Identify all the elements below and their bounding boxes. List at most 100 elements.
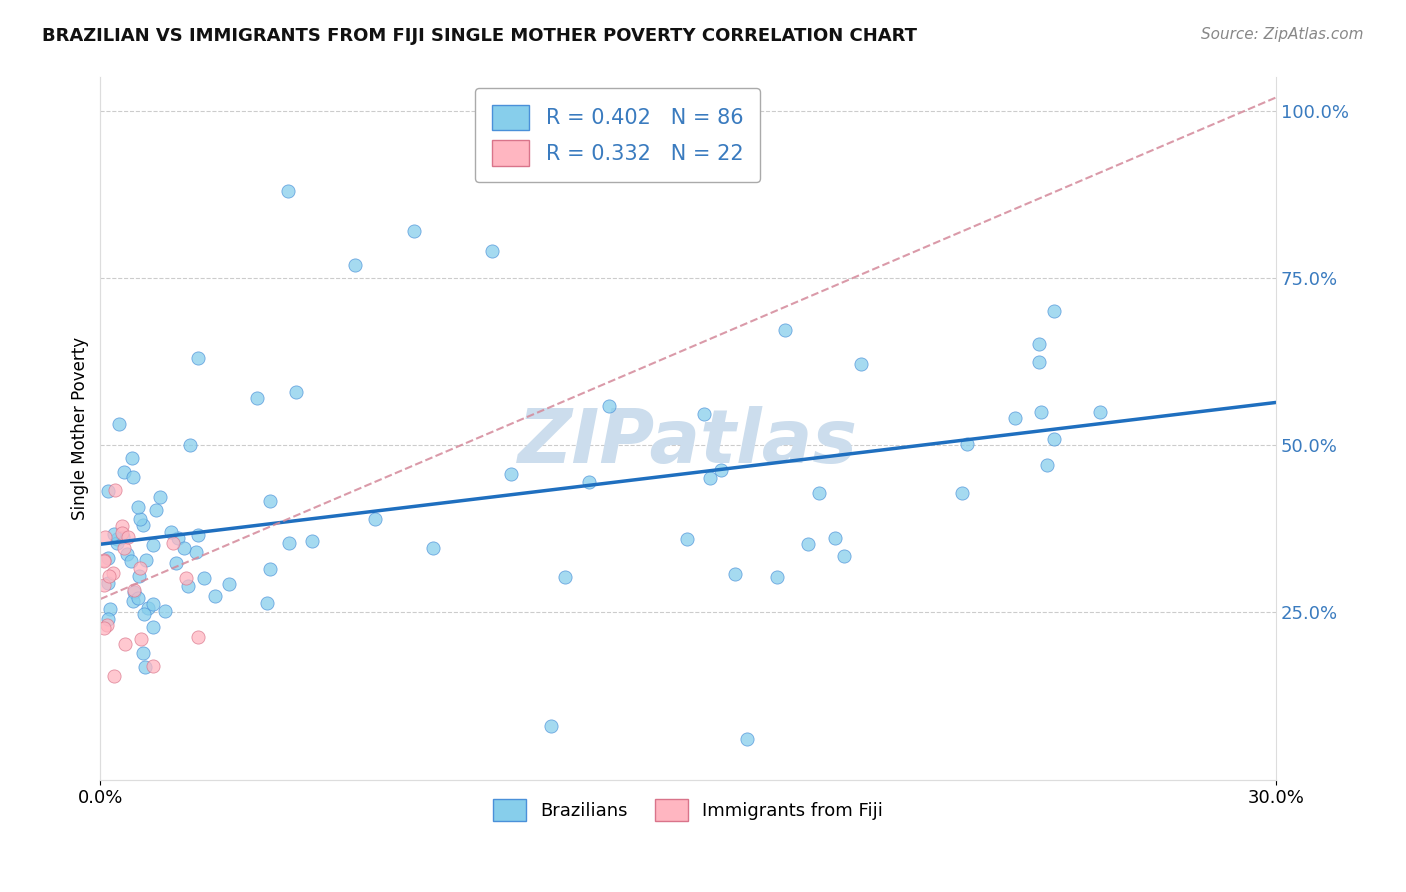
Point bbox=[121, 450, 143, 465]
Point bbox=[1004, 411, 1026, 425]
Point bbox=[578, 475, 600, 490]
Point bbox=[104, 483, 127, 497]
Point bbox=[950, 486, 973, 500]
Point bbox=[142, 537, 165, 551]
Point bbox=[117, 530, 139, 544]
Point bbox=[184, 544, 207, 558]
Point bbox=[735, 732, 758, 747]
Point bbox=[218, 577, 240, 591]
Point bbox=[277, 184, 299, 198]
Point bbox=[540, 719, 562, 733]
Point bbox=[301, 534, 323, 549]
Point bbox=[97, 551, 120, 566]
Point bbox=[723, 567, 745, 582]
Point bbox=[98, 569, 121, 583]
Point bbox=[765, 570, 787, 584]
Point bbox=[204, 589, 226, 603]
Point bbox=[773, 323, 796, 337]
Point bbox=[103, 526, 125, 541]
Point bbox=[97, 575, 120, 590]
Point bbox=[129, 632, 152, 647]
Point bbox=[105, 532, 128, 546]
Point bbox=[187, 527, 209, 541]
Point bbox=[136, 600, 159, 615]
Point bbox=[132, 646, 155, 660]
Point bbox=[94, 530, 117, 544]
Point bbox=[1028, 354, 1050, 368]
Point bbox=[193, 571, 215, 585]
Point bbox=[103, 566, 125, 580]
Point bbox=[422, 541, 444, 555]
Point bbox=[676, 532, 699, 546]
Point bbox=[849, 357, 872, 371]
Point bbox=[96, 617, 118, 632]
Point bbox=[145, 503, 167, 517]
Point bbox=[832, 549, 855, 563]
Point bbox=[100, 601, 122, 615]
Point bbox=[259, 562, 281, 576]
Point bbox=[285, 384, 308, 399]
Point bbox=[1036, 458, 1059, 473]
Point bbox=[112, 541, 135, 555]
Y-axis label: Single Mother Poverty: Single Mother Poverty bbox=[72, 337, 89, 520]
Point bbox=[149, 490, 172, 504]
Point bbox=[127, 500, 149, 514]
Point bbox=[112, 465, 135, 479]
Point bbox=[122, 585, 145, 599]
Point bbox=[481, 244, 503, 259]
Point bbox=[114, 637, 136, 651]
Point bbox=[105, 536, 128, 550]
Point bbox=[162, 536, 184, 550]
Point bbox=[115, 547, 138, 561]
Point bbox=[187, 351, 209, 366]
Point bbox=[699, 470, 721, 484]
Point bbox=[499, 467, 522, 481]
Point bbox=[108, 417, 131, 432]
Point bbox=[153, 604, 176, 618]
Point bbox=[693, 407, 716, 421]
Point bbox=[187, 631, 209, 645]
Point bbox=[142, 658, 165, 673]
Point bbox=[93, 578, 115, 592]
Point bbox=[1029, 405, 1052, 419]
Point bbox=[93, 554, 115, 568]
Point bbox=[554, 570, 576, 584]
Point bbox=[344, 258, 367, 272]
Point bbox=[174, 571, 197, 585]
Point bbox=[824, 531, 846, 545]
Point bbox=[127, 591, 149, 605]
Point bbox=[173, 541, 195, 556]
Point bbox=[278, 535, 301, 549]
Point bbox=[129, 561, 152, 575]
Point bbox=[807, 486, 830, 500]
Point bbox=[142, 619, 165, 633]
Point bbox=[97, 483, 120, 498]
Text: ZIPatlas: ZIPatlas bbox=[519, 406, 858, 479]
Point bbox=[122, 470, 145, 484]
Point bbox=[110, 519, 132, 533]
Point bbox=[132, 607, 155, 621]
Point bbox=[165, 556, 187, 570]
Point bbox=[797, 537, 820, 551]
Point bbox=[112, 530, 135, 544]
Point bbox=[134, 659, 156, 673]
Point bbox=[1088, 405, 1111, 419]
Point bbox=[128, 569, 150, 583]
Point bbox=[135, 552, 157, 566]
Point bbox=[1043, 433, 1066, 447]
Point bbox=[120, 554, 142, 568]
Text: BRAZILIAN VS IMMIGRANTS FROM FIJI SINGLE MOTHER POVERTY CORRELATION CHART: BRAZILIAN VS IMMIGRANTS FROM FIJI SINGLE… bbox=[42, 27, 917, 45]
Point bbox=[259, 494, 281, 508]
Point bbox=[160, 525, 183, 540]
Text: Source: ZipAtlas.com: Source: ZipAtlas.com bbox=[1201, 27, 1364, 42]
Point bbox=[93, 622, 115, 636]
Point bbox=[256, 596, 278, 610]
Point bbox=[122, 583, 145, 598]
Point bbox=[122, 594, 145, 608]
Point bbox=[167, 531, 190, 545]
Legend: Brazilians, Immigrants from Fiji: Brazilians, Immigrants from Fiji bbox=[481, 787, 896, 834]
Point bbox=[142, 597, 165, 611]
Point bbox=[128, 512, 150, 526]
Point bbox=[598, 399, 620, 413]
Point bbox=[97, 612, 120, 626]
